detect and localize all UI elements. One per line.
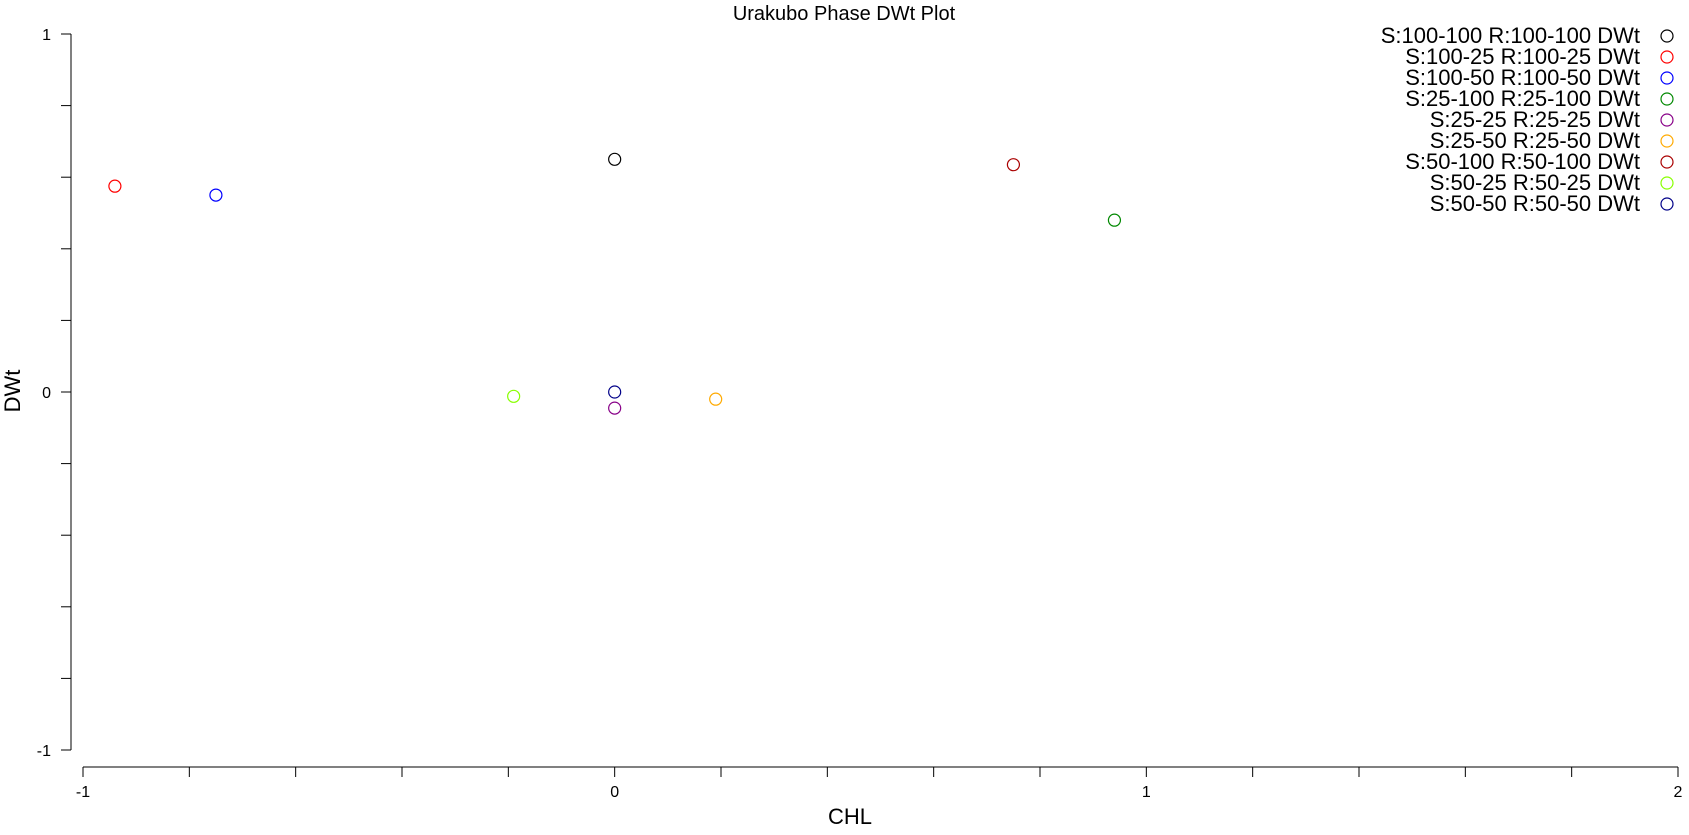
x-tick-label: 0 <box>610 784 619 801</box>
data-point <box>1006 158 1021 172</box>
legend-marker <box>1660 29 1674 43</box>
legend-marker <box>1660 92 1674 106</box>
x-axis-label: CHL <box>828 804 872 829</box>
data-point <box>209 188 223 202</box>
x-tick-label: 2 <box>1674 784 1683 801</box>
legend-label: S:50-100 R:50-100 DWt <box>1405 149 1640 174</box>
data-point <box>709 392 723 406</box>
data-point <box>608 152 622 166</box>
legend-marker <box>1660 71 1674 85</box>
legend-marker <box>1660 113 1674 127</box>
legend-label: S:50-25 R:50-25 DWt <box>1430 170 1640 195</box>
legend-label: S:25-25 R:25-25 DWt <box>1430 107 1640 132</box>
data-points <box>108 152 1122 415</box>
y-axis-label: DWt <box>0 370 25 413</box>
y-axis: -1 0 1 <box>37 27 72 760</box>
legend-label: S:25-50 R:25-50 DWt <box>1430 128 1640 153</box>
data-point <box>108 179 122 193</box>
data-point <box>1107 213 1122 227</box>
legend-marker <box>1660 155 1674 169</box>
chart-title: Urakubo Phase DWt Plot <box>733 3 956 25</box>
y-tick-label: -1 <box>37 743 51 760</box>
legend-label: S:50-50 R:50-50 DWt <box>1430 191 1640 216</box>
legend-label: S:100-100 R:100-100 DWt <box>1381 23 1640 48</box>
legend-marker <box>1660 176 1674 190</box>
legend-label: S:100-25 R:100-25 DWt <box>1405 44 1640 69</box>
data-point <box>608 401 622 415</box>
data-point <box>507 389 521 403</box>
y-tick-label: 1 <box>42 27 51 44</box>
legend-marker <box>1660 134 1674 148</box>
x-tick-label: -1 <box>76 784 90 801</box>
legend-label: S:25-100 R:25-100 DWt <box>1405 86 1640 111</box>
legend-label: S:100-50 R:100-50 DWt <box>1405 65 1640 90</box>
data-point <box>608 385 622 399</box>
x-axis: -1 0 1 2 <box>76 766 1683 801</box>
y-tick-label: 0 <box>42 385 51 402</box>
legend-marker <box>1660 50 1674 64</box>
x-tick-label: 1 <box>1142 784 1151 801</box>
legend-marker <box>1660 197 1674 211</box>
